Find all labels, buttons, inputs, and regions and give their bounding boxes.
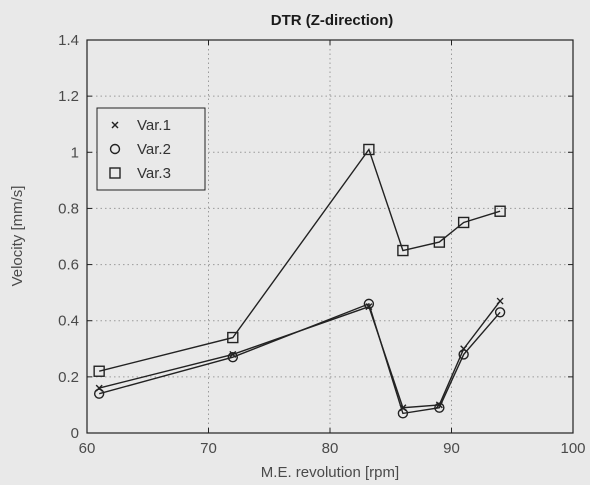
y-tick-label: 0.8 <box>58 200 79 217</box>
series-group <box>93 143 506 419</box>
x-tick-label: 90 <box>443 440 460 457</box>
axis-ticks: 60 70 80 90 100 0 0.2 0.4 0.6 0.8 1 1.2 1.4 <box>58 32 585 457</box>
series-var-3-line <box>99 147 501 372</box>
y-tick-label: 0.6 <box>58 257 79 274</box>
series-var-3-point <box>494 205 506 217</box>
legend-label: Var.2 <box>137 141 171 158</box>
legend-label: Var.3 <box>137 165 171 182</box>
series-var-2-line <box>99 302 501 415</box>
series-var-3-point <box>397 244 409 257</box>
y-tick-label: 1.2 <box>58 88 79 105</box>
y-tick-label: 0.4 <box>58 313 79 330</box>
series-var-2-point <box>363 298 375 310</box>
series-var-2-point <box>494 307 506 318</box>
legend: Var.1 Var.2 Var.3 <box>96 107 206 191</box>
x-tick-label: 80 <box>322 440 339 457</box>
series-var-3-point <box>433 236 446 248</box>
series-var-2-point <box>397 408 409 419</box>
legend-marker <box>109 143 121 155</box>
y-tick-label: 0 <box>71 425 79 442</box>
series-var-1-point <box>496 297 504 305</box>
x-tick-label: 100 <box>560 440 585 457</box>
series-var-2-point <box>434 402 445 413</box>
series-var-3-point <box>457 216 470 229</box>
x-axis-label: M.E. revolution [rpm] <box>261 464 399 481</box>
y-tick-label: 0.2 <box>58 369 79 386</box>
y-axis-label: Velocity [mm/s] <box>9 186 26 287</box>
legend-marker <box>111 121 119 129</box>
series-var-2-point <box>227 352 239 363</box>
legend-box <box>96 107 206 191</box>
series-var-2-point <box>458 349 469 360</box>
x-tick-label: 60 <box>79 440 96 457</box>
series-var-3-point <box>363 143 375 156</box>
grid <box>87 40 573 433</box>
y-tick-label: 1 <box>71 144 79 161</box>
legend-label: Var.1 <box>137 117 171 134</box>
series-var-3-point <box>93 365 105 377</box>
series-var-2-point <box>93 388 105 399</box>
x-tick-label: 70 <box>200 440 217 457</box>
series-var-1-line <box>99 300 501 409</box>
chart-title: DTR (Z-direction) <box>271 12 393 29</box>
series-var-3-point <box>227 331 239 344</box>
legend-marker <box>109 167 121 179</box>
y-tick-label: 1.4 <box>58 32 79 49</box>
